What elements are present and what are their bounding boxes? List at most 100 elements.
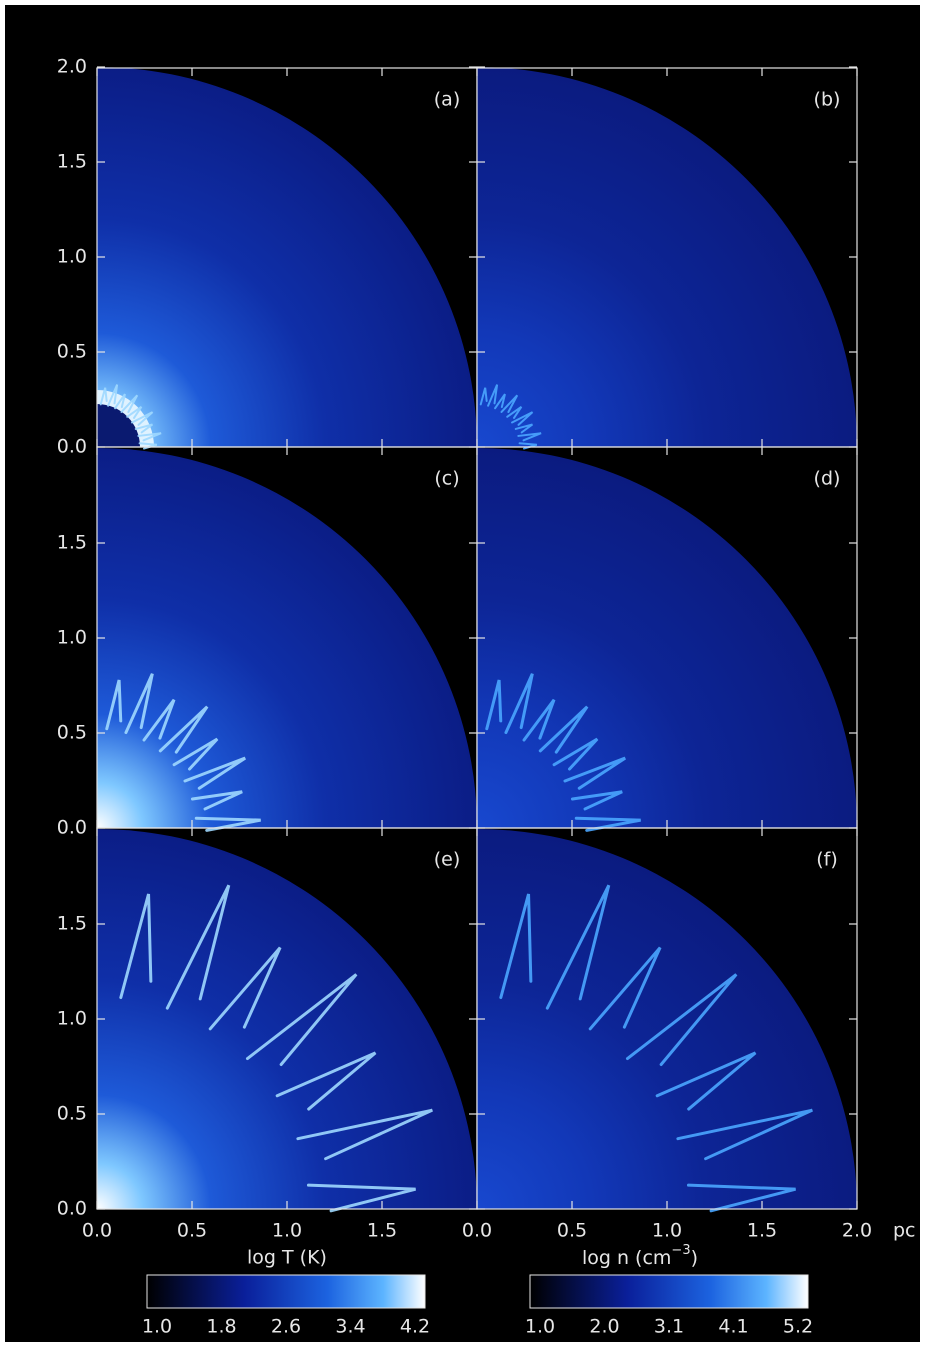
front-finger (552, 737, 599, 771)
panels: (a) 0.0 0.5 1.0 1.5 2.0 (b) (c) 0.0 0.5 1.0 1.5 (d) (… (57, 56, 872, 1242)
front-finger (306, 1183, 416, 1213)
y-tick-label: 0.0 (57, 1198, 87, 1220)
front-finger (499, 893, 533, 1000)
colorbar (529, 1274, 809, 1309)
x-tick-label: 0.0 (82, 1220, 112, 1242)
panel-label: (a) (434, 89, 460, 111)
front-finger (275, 1051, 377, 1111)
panel-label: (b) (814, 89, 841, 111)
panel-label: (d) (814, 468, 841, 490)
colorbar-label: log T (K) (247, 1247, 327, 1269)
front-finger (208, 946, 282, 1031)
colorbar-tick-label: 4.2 (400, 1316, 430, 1338)
front-finger (183, 756, 247, 790)
colorbar-tick-label: 1.0 (142, 1316, 172, 1338)
x-tick-label: 1.5 (367, 1220, 397, 1242)
front-finger (142, 698, 176, 742)
y-tick-label: 2.0 (57, 56, 87, 78)
front-finger (172, 737, 219, 771)
y-tick-label: 1.0 (57, 627, 87, 649)
inner-core (97, 404, 140, 447)
y-tick-label: 0.5 (57, 341, 87, 363)
label-text: log n (cm (582, 1247, 671, 1269)
front-finger (511, 411, 534, 426)
front-finger (119, 893, 153, 1000)
x-tick-label: 2.0 (842, 1220, 872, 1242)
x-tick-label: 0.5 (177, 1220, 207, 1242)
simulation-image (97, 67, 477, 447)
front-finger (131, 411, 154, 426)
colorbar-tick-label: 4.1 (718, 1316, 748, 1338)
colorbar (146, 1274, 426, 1309)
front-finger (134, 423, 154, 434)
front-finger (686, 1183, 796, 1213)
simulation-image (97, 448, 477, 828)
x-tick-label: 1.5 (747, 1220, 777, 1242)
x-tick-label: 0.5 (557, 1220, 587, 1242)
y-tick-label: 1.5 (57, 913, 87, 935)
y-tick-label: 0.0 (57, 817, 87, 839)
front-finger (485, 679, 503, 731)
y-tick-label: 1.0 (57, 246, 87, 268)
front-finger (506, 406, 523, 419)
simulation-image (477, 829, 857, 1209)
front-finger (574, 816, 641, 832)
y-tick-label: 0.5 (57, 722, 87, 744)
front-finger (194, 816, 261, 832)
front-finger (517, 432, 542, 442)
front-finger (494, 393, 506, 410)
colorbar-tick-label: 2.0 (589, 1316, 619, 1338)
colorbar-tick-label: 3.1 (654, 1316, 684, 1338)
front-finger (120, 394, 139, 413)
front-finger (190, 790, 243, 811)
y-tick-label: 1.0 (57, 1008, 87, 1030)
front-finger (158, 705, 209, 754)
x-tick-label: 1.0 (652, 1220, 682, 1242)
front-finger (105, 679, 123, 731)
front-finger (570, 790, 623, 811)
label-close: ) (691, 1247, 698, 1269)
panel-label: (c) (434, 468, 459, 490)
front-finger (479, 387, 488, 406)
x-tick-label: 0.0 (462, 1220, 492, 1242)
front-finger (245, 973, 358, 1066)
simulation-image (97, 829, 477, 1209)
front-finger (504, 673, 534, 735)
y-tick-label: 0.0 (57, 436, 87, 458)
front-finger (500, 394, 519, 413)
front-finger (514, 423, 534, 434)
front-finger (655, 1051, 757, 1111)
front-finger (165, 884, 231, 1010)
colorbar-tick-label: 2.6 (271, 1316, 301, 1338)
front-finger (625, 973, 738, 1066)
front-finger (522, 698, 556, 742)
front-finger (296, 1108, 433, 1161)
y-tick-label: 1.5 (57, 151, 87, 173)
y-tick-label: 1.5 (57, 532, 87, 554)
colorbar-tick-label: 1.0 (525, 1316, 555, 1338)
front-finger (676, 1108, 813, 1161)
y-tick-label: 0.5 (57, 1103, 87, 1125)
front-finger (588, 946, 662, 1031)
front-finger (538, 705, 589, 754)
x-unit: pc (893, 1220, 916, 1242)
front-finger (126, 406, 143, 419)
colorbar-tick-label: 3.4 (335, 1316, 365, 1338)
panel-label: (f) (816, 849, 838, 871)
label-superscript: −3 (671, 1243, 690, 1258)
front-finger (124, 673, 154, 735)
front-finger (99, 387, 108, 406)
simulation-image (477, 67, 857, 447)
front-finger (107, 384, 119, 407)
panel-label: (e) (434, 849, 461, 871)
x-tick-label: 1.0 (272, 1220, 302, 1242)
colorbar-tick-label: 5.2 (783, 1316, 813, 1338)
front-finger (487, 384, 499, 407)
simulation-image (477, 448, 857, 828)
front-finger (545, 884, 611, 1010)
front-finger (563, 756, 627, 790)
colorbar-tick-label: 1.8 (206, 1316, 236, 1338)
front-finger (137, 432, 162, 442)
colorbar-label: log n (cm−3) (582, 1243, 698, 1269)
